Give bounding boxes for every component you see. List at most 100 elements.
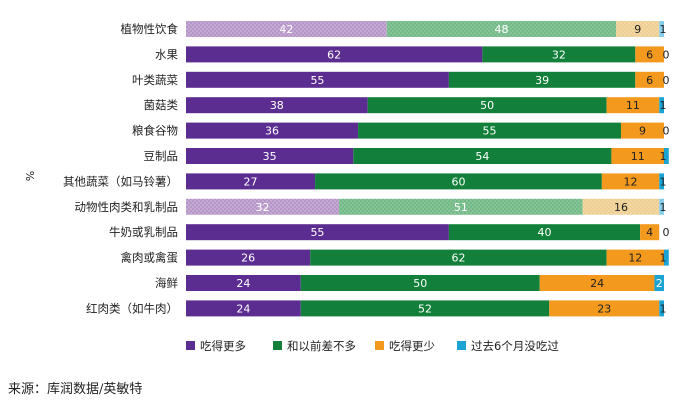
bar-segment — [186, 46, 483, 63]
category-label: 豆制品 — [144, 149, 179, 163]
data-label: 12 — [624, 175, 638, 188]
bar-segment — [659, 300, 664, 317]
bar-segment — [606, 249, 664, 266]
bar-segment — [640, 224, 660, 241]
data-label: 50 — [480, 99, 494, 112]
data-label: 24 — [590, 277, 604, 290]
bar-segment — [186, 198, 339, 215]
bar-segment — [186, 173, 316, 190]
bar-segment — [654, 275, 664, 291]
bar-segment — [482, 46, 636, 63]
bar-segment — [616, 21, 660, 37]
bar-segment — [664, 249, 669, 266]
bar-segment — [386, 21, 617, 37]
data-label: 54 — [475, 150, 489, 163]
bar-segment — [664, 148, 669, 164]
category-label: 植物性饮食 — [121, 22, 179, 36]
data-label: 12 — [628, 252, 642, 265]
data-label: 32 — [255, 201, 269, 214]
data-label: 51 — [454, 201, 468, 214]
data-label: 62 — [327, 48, 341, 61]
data-label: 1 — [660, 175, 667, 188]
data-label: 11 — [631, 150, 645, 163]
data-label: 55 — [310, 74, 324, 87]
y-axis-label: % — [24, 171, 37, 181]
data-label: 39 — [535, 74, 549, 87]
category-label: 粮食谷物 — [132, 124, 178, 138]
data-label: 1 — [660, 150, 667, 163]
category-label: 红肉类（如牛肉） — [86, 301, 178, 315]
legend-label: 吃得更多 — [200, 339, 246, 353]
bar-segment — [338, 198, 583, 215]
bar-segment — [601, 173, 660, 190]
bar-segment — [186, 21, 387, 37]
bar-segment — [300, 300, 550, 317]
bar-segment — [367, 97, 607, 114]
bar-segment — [659, 173, 664, 190]
data-label: 55 — [310, 226, 324, 239]
data-label: 24 — [236, 302, 250, 315]
legend-swatch — [186, 341, 195, 350]
data-label: 23 — [597, 302, 611, 315]
data-label: 24 — [236, 277, 250, 290]
data-label: 0 — [663, 48, 670, 61]
bar-segment — [310, 249, 607, 266]
data-label: 1 — [660, 302, 667, 315]
bar-segment — [186, 300, 301, 317]
data-label: 38 — [270, 99, 284, 112]
data-label: 48 — [494, 23, 508, 36]
bar-segment — [186, 224, 449, 241]
data-label: 52 — [418, 302, 432, 315]
data-label: 1 — [660, 201, 667, 214]
legend-swatch — [457, 341, 466, 350]
bar-segment — [448, 224, 641, 241]
data-label: 35 — [263, 150, 277, 163]
bar-segment — [353, 148, 612, 164]
legend-label: 吃得更少 — [389, 339, 435, 353]
data-label: 50 — [413, 277, 427, 290]
bar-segment — [315, 173, 602, 190]
data-label: 0 — [663, 74, 670, 87]
bar-segment — [300, 275, 540, 291]
bar-segment — [635, 46, 664, 63]
data-label: 11 — [626, 99, 640, 112]
legend-label: 和以前差不多 — [287, 339, 356, 353]
category-label: 海鲜 — [155, 276, 178, 290]
bar-segment — [186, 71, 449, 88]
data-label: 9 — [634, 23, 641, 36]
data-label: 1 — [660, 252, 667, 265]
category-label: 叶类蔬菜 — [132, 73, 178, 87]
legend-label: 过去6个月没吃过 — [471, 339, 559, 353]
data-label: 36 — [265, 125, 279, 138]
data-label: 0 — [663, 226, 670, 239]
data-label: 62 — [451, 252, 465, 265]
data-label: 1 — [660, 99, 667, 112]
category-label: 其他蔬菜（如马铃薯） — [63, 174, 178, 188]
data-label: 40 — [538, 226, 552, 239]
bar-segment — [186, 275, 301, 291]
bar-segment — [358, 122, 621, 139]
legend-swatch — [375, 341, 384, 350]
bar-segment — [659, 198, 664, 215]
data-label: 42 — [279, 23, 293, 36]
bar-segment — [186, 148, 354, 164]
bar-segment — [186, 97, 368, 114]
data-label: 60 — [451, 175, 465, 188]
legend-swatch — [273, 341, 282, 350]
source-note: 来源：库润数据/英敏特 — [8, 382, 143, 397]
bar-segment — [582, 198, 660, 215]
category-label: 动物性肉类和乳制品 — [75, 200, 179, 214]
bar-segment — [611, 148, 664, 164]
category-label: 菌菇类 — [144, 98, 179, 112]
data-label: 27 — [244, 175, 258, 188]
data-label: 55 — [483, 125, 497, 138]
data-label: 1 — [660, 23, 667, 36]
bar-segment — [186, 249, 311, 266]
category-label: 水果 — [155, 47, 178, 61]
bar-segment — [659, 97, 664, 114]
bar-segment — [659, 21, 664, 37]
bar-segment — [549, 300, 660, 317]
data-label: 2 — [656, 277, 663, 290]
